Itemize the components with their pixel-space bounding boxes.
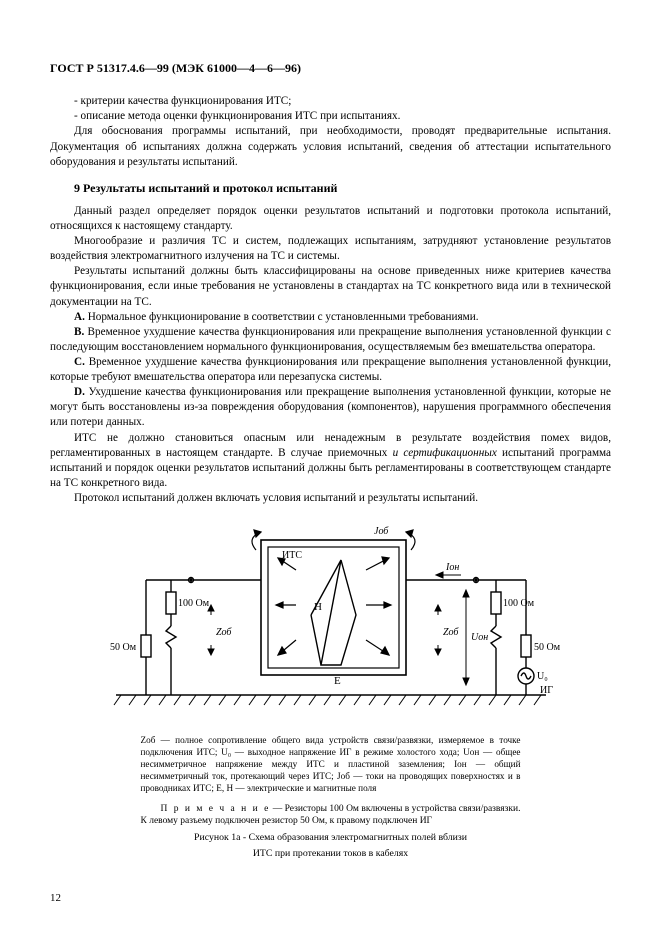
paragraph-1: Данный раздел определяет порядок оценки … — [50, 204, 611, 234]
right-50ohm-label: 50 Ом — [534, 642, 561, 653]
paragraph-3: Результаты испытаний должны быть классиф… — [50, 264, 611, 309]
label-h: H — [314, 601, 322, 613]
left-100ohm-label: 100 Ом — [178, 598, 210, 609]
zob-left-label: Zоб — [216, 627, 232, 638]
uoh-arrow — [463, 590, 469, 685]
zob-left-arrow — [208, 605, 214, 655]
left-50ohm-label: 50 Ом — [110, 642, 137, 653]
figure-title-line1: Рисунок 1а - Схема образования электрома… — [141, 832, 521, 845]
page: ГОСТ Р 51317.4.6—99 (МЭК 61000—4—6—96) -… — [0, 0, 661, 936]
figure-note: П р и м е ч а н и е — Резисторы 100 Ом в… — [141, 803, 521, 828]
paragraph-8: ИТС не должно становиться опасным или не… — [50, 431, 611, 491]
criteria-a-text: Нормальное функционирование в соответств… — [88, 311, 479, 323]
criteria-b-text: Временное ухудшение качества функциониро… — [50, 326, 611, 353]
figure-1a: ИТС H E — [96, 520, 566, 725]
doc-header: ГОСТ Р 51317.4.6—99 (МЭК 61000—4—6—96) — [50, 60, 611, 76]
section-9-title: 9 Результаты испытаний и протокол испыта… — [50, 180, 611, 196]
criteria-d-label: D. — [74, 386, 89, 398]
criteria-d: D. Ухудшение качества функционирования и… — [50, 385, 611, 430]
criteria-a: А. Нормальное функционирование в соответ… — [50, 310, 611, 325]
field-arrows — [276, 557, 391, 655]
note-prefix: П р и м е ч а н и е — [161, 804, 271, 814]
figure-caption: Zоб — полное сопротивление общего вида у… — [141, 735, 521, 795]
criteria-d-text: Ухудшение качества функционирования или … — [50, 386, 611, 428]
zob-right-label: Zоб — [443, 627, 459, 638]
ground-plane — [114, 695, 546, 705]
criteria-b: В. Временное ухудшение качества функцион… — [50, 325, 611, 355]
bullet-1: - критерии качества функционирования ИТС… — [50, 94, 611, 109]
ig-label: ИГ — [540, 685, 553, 696]
paragraph-2: Многообразие и различия ТС и систем, под… — [50, 234, 611, 264]
label-e: E — [334, 675, 341, 687]
page-number: 12 — [50, 891, 61, 906]
uoh-label: Uон — [471, 632, 488, 643]
ioh-label: Iон — [445, 562, 459, 573]
schematic-svg: ИТС H E — [96, 520, 566, 725]
u0-label: U₀ — [537, 671, 548, 682]
p8-italic: и сертификационных — [393, 447, 497, 459]
figure-title-line2: ИТС при протекании токов в кабелях — [141, 848, 521, 861]
criteria-c-label: С. — [74, 356, 89, 368]
intro-paragraph: Для обоснования программы испытаний, при… — [50, 124, 611, 169]
right-circuit — [406, 578, 534, 696]
paragraph-9: Протокол испытаний должен включать услов… — [50, 491, 611, 506]
criteria-c-text: Временное ухудшение качества функциониро… — [50, 356, 611, 383]
bullet-2: - описание метода оценки функционировани… — [50, 109, 611, 124]
right-100ohm-label: 100 Ом — [503, 598, 535, 609]
left-circuit — [141, 578, 261, 696]
job-label: Jоб — [374, 526, 389, 537]
criteria-b-label: В. — [74, 326, 88, 338]
criteria-a-label: А. — [74, 311, 88, 323]
criteria-c: С. Временное ухудшение качества функцион… — [50, 355, 611, 385]
zob-right-arrow — [435, 605, 441, 655]
